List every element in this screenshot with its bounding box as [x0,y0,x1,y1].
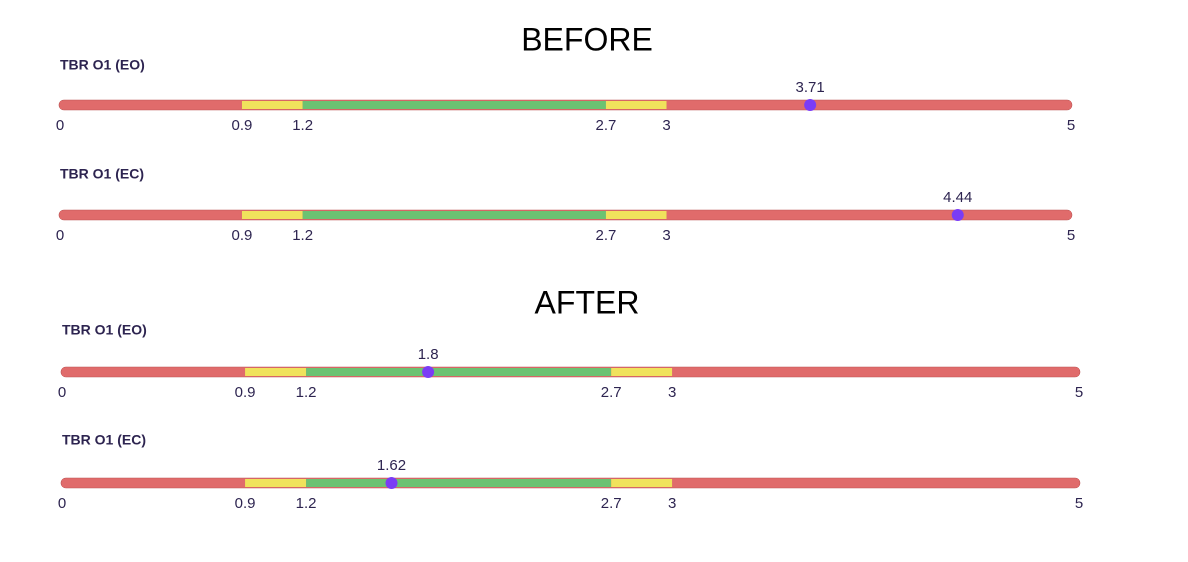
tick-label: 1.2 [296,384,317,401]
gauge-label: TBR O1 (EO) [62,322,147,338]
tick-label: 2.7 [601,384,622,401]
value-label: 4.44 [943,189,972,206]
gauge-zone [302,101,606,109]
gauge-zone [245,368,307,376]
gauge-zone [611,368,673,376]
tick-label: 0 [56,227,64,244]
tick-label: 5 [1075,384,1083,401]
tick-label: 1.2 [296,495,317,512]
tick-label: 2.7 [596,227,617,244]
gauge-zone [672,368,1079,376]
tick-label: 3 [668,384,676,401]
tick-label: 0 [58,495,66,512]
gauge-zone [241,101,303,109]
tick-label: 3 [662,117,670,134]
tick-label: 0.9 [232,227,253,244]
value-label: 3.71 [796,79,825,96]
gauge-zone [672,479,1079,487]
section-title: AFTER [535,284,640,320]
tick-label: 5 [1075,495,1083,512]
tick-label: 3 [668,495,676,512]
tick-label: 0.9 [232,117,253,134]
gauge-marker [385,477,398,489]
gauge-marker [422,366,435,378]
gauge-zone [666,101,1071,109]
gauge-zone [605,211,667,219]
tick-label: 3 [662,227,670,244]
tick-label: 5 [1067,227,1075,244]
section-title: BEFORE [521,21,653,57]
tick-label: 1.2 [292,117,313,134]
gauge-zone [306,368,612,376]
gauge-zone [306,479,612,487]
gauge-marker [951,209,964,221]
gauge-zone [62,479,246,487]
gauge-zone [302,211,606,219]
gauge-zone [666,211,1071,219]
gauge-label: TBR O1 (EC) [62,432,146,448]
gauge-zone [62,368,246,376]
gauge-zone [60,211,242,219]
value-label: 1.8 [418,346,439,363]
gauge-label: TBR O1 (EO) [60,57,145,73]
tick-label: 0.9 [235,384,256,401]
tick-label: 2.7 [596,117,617,134]
value-label: 1.62 [377,457,406,474]
tick-label: 0.9 [235,495,256,512]
tick-label: 5 [1067,117,1075,134]
gauge-label: TBR O1 (EC) [60,166,144,182]
gauge-zone [245,479,307,487]
tick-label: 1.2 [292,227,313,244]
tick-label: 0 [56,117,64,134]
gauge-zone [605,101,667,109]
tick-label: 2.7 [601,495,622,512]
gauge-zone [611,479,673,487]
gauge-zone [60,101,242,109]
gauge-zone [241,211,303,219]
gauge-marker [804,99,817,111]
tick-label: 0 [58,384,66,401]
